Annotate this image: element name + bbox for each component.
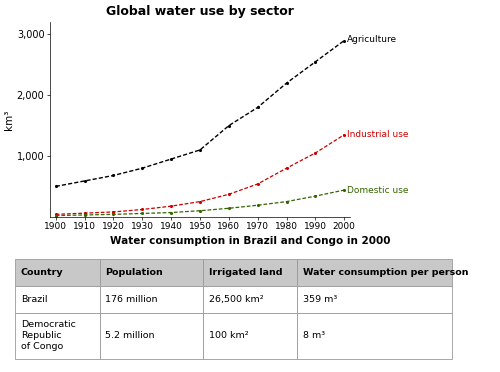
Text: Industrial use: Industrial use	[347, 130, 408, 139]
Text: Water consumption per person: Water consumption per person	[302, 268, 468, 277]
Title: Global water use by sector: Global water use by sector	[106, 5, 294, 18]
Bar	[100, 286, 203, 312]
Bar	[100, 259, 203, 286]
Bar	[297, 259, 452, 286]
Bar	[15, 286, 100, 312]
Text: 5.2 million: 5.2 million	[105, 331, 154, 340]
Text: Irrigated land: Irrigated land	[208, 268, 282, 277]
Text: 100 km²: 100 km²	[208, 331, 248, 340]
Bar	[297, 286, 452, 312]
Text: Agriculture: Agriculture	[347, 35, 397, 44]
Bar	[15, 259, 100, 286]
Bar	[203, 259, 297, 286]
Text: Democratic
Republic
of Congo: Democratic Republic of Congo	[20, 320, 76, 351]
Text: Water consumption in Brazil and Congo in 2000: Water consumption in Brazil and Congo in…	[110, 236, 390, 246]
Bar	[100, 312, 203, 359]
Y-axis label: km³: km³	[4, 109, 14, 130]
Bar	[15, 312, 100, 359]
Text: Brazil: Brazil	[20, 295, 47, 304]
Text: 176 million: 176 million	[105, 295, 158, 304]
Bar	[203, 286, 297, 312]
Bar	[203, 312, 297, 359]
Text: Domestic use: Domestic use	[347, 186, 408, 195]
Text: Country: Country	[20, 268, 64, 277]
Text: 8 m³: 8 m³	[302, 331, 325, 340]
Text: 359 m³: 359 m³	[302, 295, 337, 304]
Text: 26,500 km²: 26,500 km²	[208, 295, 264, 304]
Text: Population: Population	[105, 268, 163, 277]
Bar	[297, 312, 452, 359]
